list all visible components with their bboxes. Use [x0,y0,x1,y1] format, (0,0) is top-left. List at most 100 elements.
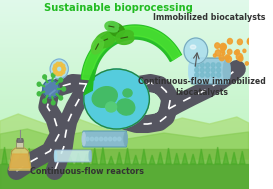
Polygon shape [108,156,114,164]
Circle shape [51,73,55,77]
Ellipse shape [106,102,117,112]
Circle shape [200,63,204,67]
Polygon shape [166,148,171,164]
Circle shape [206,68,210,72]
Polygon shape [91,38,103,54]
Polygon shape [158,152,163,164]
Circle shape [238,56,243,61]
Circle shape [184,38,208,64]
Polygon shape [0,164,249,189]
Circle shape [195,68,199,72]
Circle shape [56,62,60,66]
Circle shape [220,43,226,50]
Polygon shape [198,149,204,164]
Polygon shape [182,153,188,164]
Circle shape [221,49,225,53]
Circle shape [43,99,46,103]
Circle shape [235,51,238,55]
Circle shape [248,38,252,43]
Circle shape [222,45,226,49]
Polygon shape [84,70,94,95]
Circle shape [252,48,256,52]
Text: Continuous-flow immobilized
biocatalysts: Continuous-flow immobilized biocatalysts [138,77,266,97]
Circle shape [206,73,210,77]
Circle shape [200,68,204,72]
Circle shape [216,68,221,72]
Polygon shape [223,152,229,164]
Circle shape [247,39,252,45]
Polygon shape [76,153,81,164]
Circle shape [59,62,63,66]
Ellipse shape [117,99,135,115]
Polygon shape [117,152,122,164]
Circle shape [56,72,60,76]
Circle shape [227,39,232,44]
Polygon shape [207,154,212,164]
Circle shape [86,137,89,141]
Circle shape [195,63,199,67]
Polygon shape [81,25,181,80]
Circle shape [62,67,66,71]
Polygon shape [26,148,32,164]
Circle shape [243,49,246,53]
Circle shape [113,137,116,141]
Circle shape [200,73,204,77]
Ellipse shape [92,87,117,107]
Circle shape [37,82,41,86]
Polygon shape [92,148,97,164]
Circle shape [245,62,248,65]
Circle shape [53,67,57,71]
Polygon shape [35,151,40,164]
Circle shape [226,56,232,62]
Polygon shape [0,114,249,159]
Ellipse shape [123,89,132,97]
Polygon shape [100,147,106,164]
Polygon shape [0,129,249,159]
Circle shape [206,63,210,67]
Circle shape [51,101,55,105]
Circle shape [211,63,215,67]
Circle shape [195,73,199,77]
Circle shape [215,43,220,48]
Circle shape [236,53,242,60]
Circle shape [222,52,225,55]
Polygon shape [0,149,249,189]
Polygon shape [18,150,24,164]
Text: Immobilized biocatalysts: Immobilized biocatalysts [153,13,266,22]
Polygon shape [116,30,134,44]
Circle shape [225,55,230,60]
Circle shape [118,137,121,141]
Circle shape [211,68,215,72]
FancyBboxPatch shape [55,150,91,162]
Circle shape [43,75,46,79]
Ellipse shape [82,132,86,146]
Circle shape [54,70,57,74]
Circle shape [211,73,215,77]
Circle shape [61,70,65,74]
Ellipse shape [188,59,196,83]
Polygon shape [84,154,89,164]
Polygon shape [95,32,115,48]
Polygon shape [125,148,130,164]
Circle shape [37,92,41,96]
Circle shape [59,72,63,76]
Polygon shape [67,156,73,164]
Circle shape [216,63,221,67]
Circle shape [90,137,94,141]
Circle shape [104,137,107,141]
Polygon shape [149,155,155,164]
Text: Continuous-flow reactors: Continuous-flow reactors [29,167,144,176]
Ellipse shape [223,59,231,83]
Ellipse shape [124,132,127,146]
Polygon shape [43,149,48,164]
Polygon shape [190,154,196,164]
Circle shape [43,80,59,98]
Polygon shape [215,147,220,164]
Polygon shape [2,147,7,164]
Text: Sustainable bioprocessing: Sustainable bioprocessing [44,3,193,13]
Circle shape [99,137,103,141]
Polygon shape [133,155,138,164]
Ellipse shape [54,151,57,161]
Polygon shape [231,152,237,164]
Circle shape [54,64,57,68]
